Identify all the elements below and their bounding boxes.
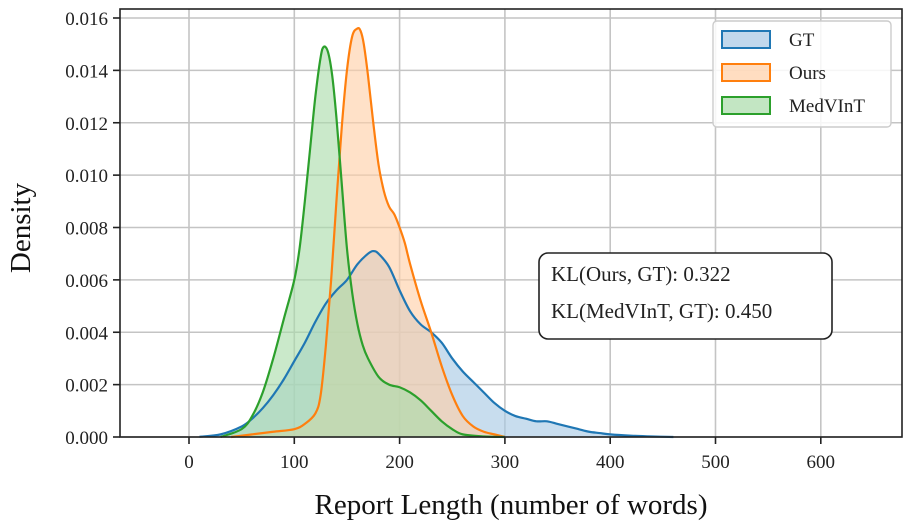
legend-label-medvint: MedVInT [789,96,865,117]
y-tick-label: 0.008 [65,219,108,240]
x-tick-label: 0 [184,452,194,473]
x-tick-label: 100 [280,452,309,473]
area-ours [231,28,505,437]
y-tick-label: 0.000 [65,428,108,449]
density-curves [199,27,674,439]
x-tick-label: 200 [385,452,414,473]
x-tick-label: 500 [701,452,730,473]
line-medvint [220,45,505,439]
kl-annotation-box: KL(Ours, GT): 0.322 KL(MedVInT, GT): 0.45… [538,252,833,340]
x-axis-title: Report Length (number of words) [314,489,707,521]
x-tick-label: 600 [807,452,836,473]
legend-swatch-ours [721,63,771,82]
y-tick-label: 0.006 [65,271,108,292]
x-tick-label: 300 [491,452,520,473]
y-tick-label: 0.016 [65,9,108,30]
line-ours [230,27,506,439]
legend-swatch-gt [721,30,771,49]
legend-swatch-medvint [721,96,771,115]
legend-label-gt: GT [789,30,815,51]
y-tick-label: 0.012 [65,114,108,135]
plot-frame [119,8,903,438]
line-gt [199,249,674,439]
legend: GT Ours MedVInT [712,20,892,128]
kl-medvint-text: KL(MedVInT, GT): 0.450 [551,299,772,323]
x-tick-label: 400 [596,452,625,473]
y-tick-label: 0.014 [65,61,108,82]
y-tick-label: 0.010 [65,166,108,187]
y-tick-label: 0.004 [65,323,108,344]
axes: 0 100 200 300 400 500 600 0.000 0.002 0.004 0.006 0… [65,8,903,473]
annotation-frame [538,252,833,340]
area-medvint [220,46,505,437]
y-tick-label: 0.002 [65,376,108,397]
legend-label-ours: Ours [789,63,826,84]
y-axis-title: Density [5,182,37,273]
kl-ours-text: KL(Ours, GT): 0.322 [551,262,731,286]
